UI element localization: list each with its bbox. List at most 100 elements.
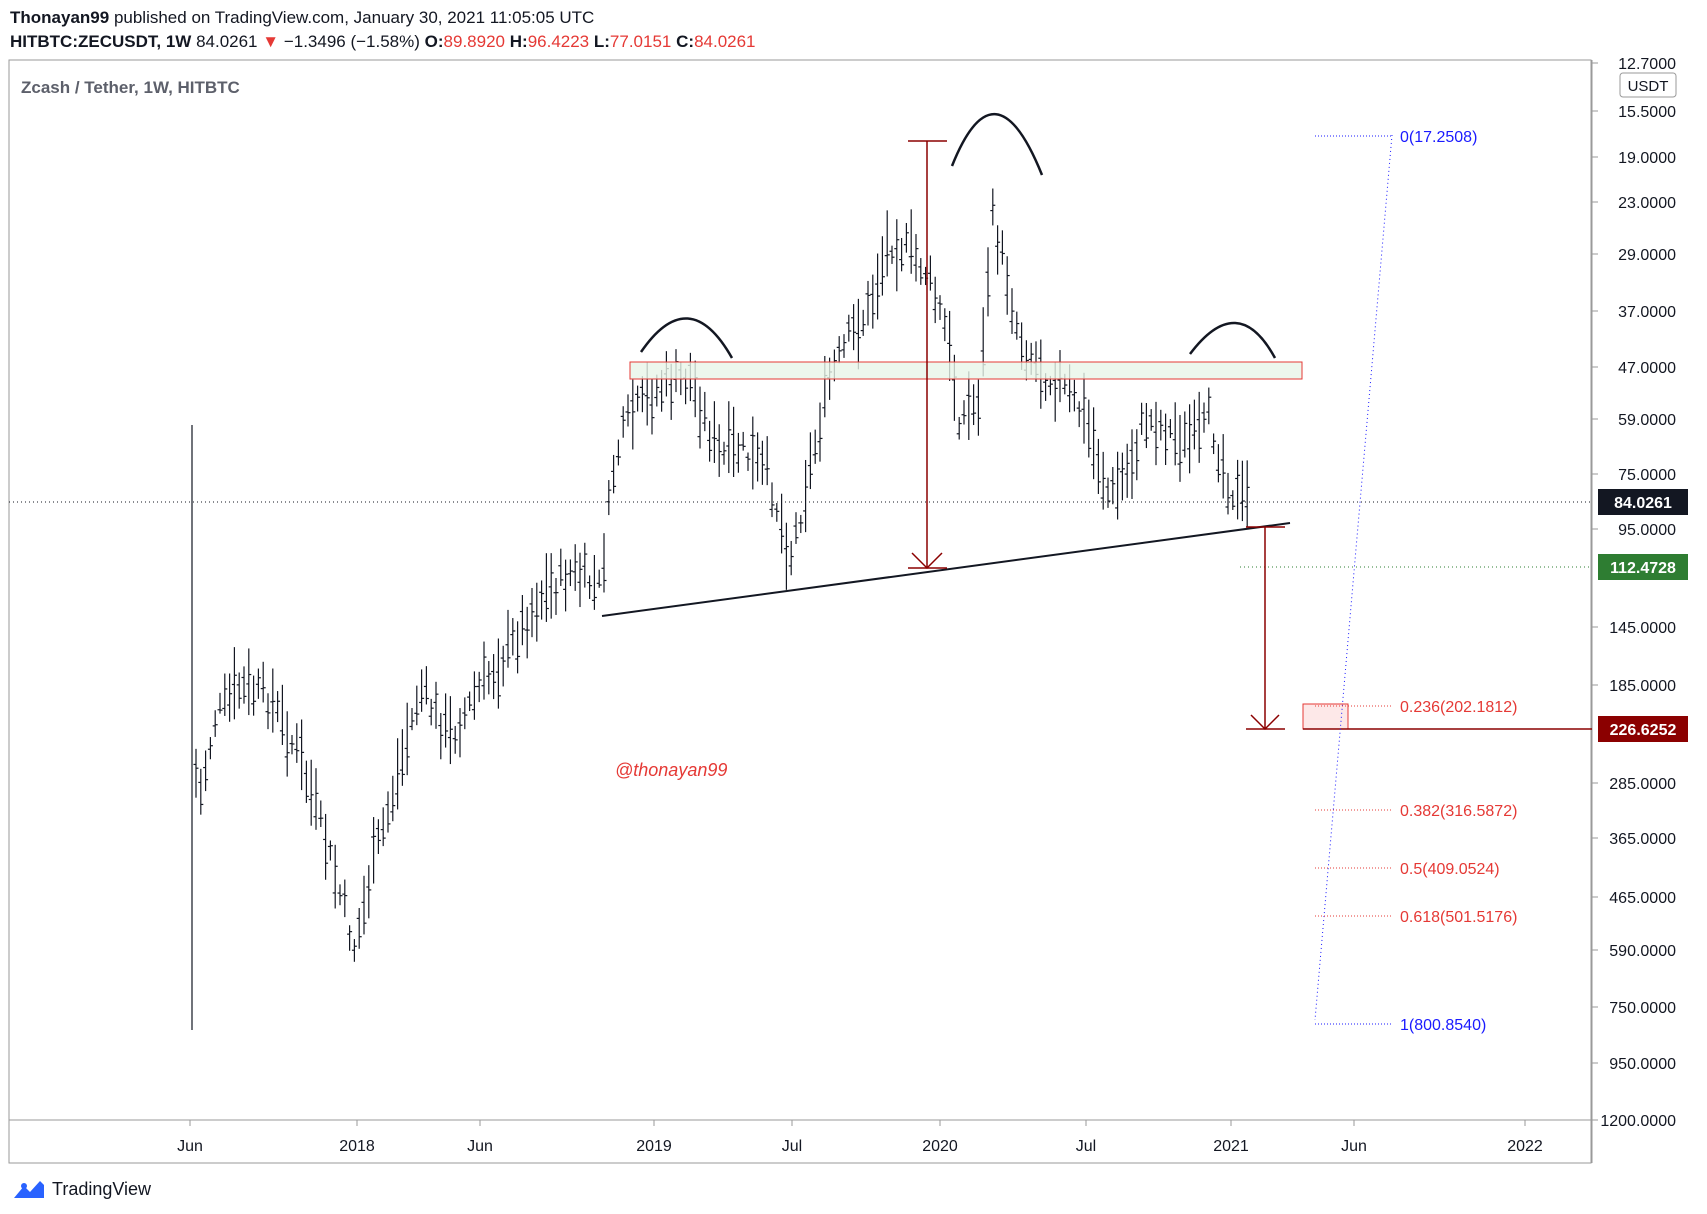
- price-tick-label: 750.0000: [1609, 1000, 1676, 1017]
- price-tick-label: 75.0000: [1618, 467, 1676, 484]
- pattern-height-arrow[interactable]: [908, 140, 947, 570]
- ohlc-bar: [347, 925, 353, 951]
- ohlc-bar: [428, 698, 434, 726]
- ohlc-bar: [1172, 402, 1178, 466]
- ohlc-bar: [812, 429, 818, 464]
- ohlc-bar: [577, 552, 583, 608]
- price-tick-label: 145.0000: [1609, 620, 1676, 637]
- ohlc-bar: [1201, 402, 1207, 433]
- ohlc-bar: [275, 691, 281, 723]
- ohlc-bar: [313, 768, 319, 830]
- ohlc-bar: [558, 548, 564, 587]
- ohlc-bar: [563, 559, 569, 612]
- ohlc-bar: [193, 748, 199, 798]
- ohlc-bar: [246, 648, 252, 716]
- ohlc-bar: [851, 304, 857, 351]
- ohlc-bar: [318, 800, 324, 827]
- ohlc-bar: [1110, 467, 1116, 505]
- ohlc-bar: [294, 723, 300, 763]
- ohlc-bar: [366, 865, 372, 919]
- ohlc-bar: [491, 654, 497, 700]
- ohlc-bar: [337, 884, 343, 906]
- unit-badge[interactable]: [1619, 72, 1677, 98]
- ohlc-bar: [371, 817, 377, 884]
- ohlc-bar: [1124, 443, 1130, 498]
- ohlc-bar: [894, 219, 900, 292]
- ohlc-bar: [1139, 402, 1145, 435]
- ohlc-bar: [217, 692, 223, 714]
- ohlc-bar: [716, 424, 722, 477]
- ohlc-bar: [251, 675, 257, 716]
- high-label: H:: [509, 32, 528, 51]
- ohlc-bar: [222, 673, 228, 716]
- ohlc-bar: [615, 439, 621, 466]
- ohlc-bar: [270, 668, 276, 733]
- price-tick-label: 590.0000: [1609, 943, 1676, 960]
- ohlc-bar: [385, 791, 391, 833]
- fib-level-label: 0.236(202.1812): [1400, 699, 1517, 716]
- time-axis[interactable]: Jun 2018 Jun 2019 Jul 2020 Jul 2021 Jun 2022: [177, 1120, 1543, 1155]
- head-arc[interactable]: [950, 113, 1044, 176]
- ohlc-bar: [860, 309, 866, 336]
- price-tick-label: 465.0000: [1609, 890, 1676, 907]
- ohlc-bar: [284, 711, 290, 777]
- ohlc-bar: [1225, 472, 1231, 515]
- price-tick-label: 365.0000: [1609, 831, 1676, 848]
- price-tick-label: 12.7000: [1618, 56, 1676, 73]
- ohlc-bar: [1014, 311, 1020, 340]
- neckline-trendline[interactable]: [601, 522, 1291, 617]
- change-down-icon: ▼: [262, 32, 280, 51]
- time-tick-label: 2022: [1507, 1138, 1543, 1155]
- ohlc-bar: [875, 253, 881, 320]
- ohlc-bar: [481, 641, 487, 700]
- ohlc-bar: [601, 533, 607, 593]
- ohlc-bar: [971, 384, 977, 426]
- target-arrow[interactable]: [1246, 526, 1285, 731]
- ohlc-bar: [1230, 490, 1236, 510]
- chart-title: Zcash / Tether, 1W, HITBTC: [21, 78, 240, 97]
- watermark-handle: @thonayan99: [615, 760, 727, 780]
- resistance-zone[interactable]: [629, 361, 1303, 380]
- fib-levels[interactable]: 0(17.2508) 0.236(202.1812) 0.382(316.5872)…: [1315, 129, 1517, 1034]
- ohlc-bar: [1163, 413, 1169, 466]
- ohlc-bar: [351, 939, 357, 962]
- fib-trendline[interactable]: [1314, 134, 1393, 1021]
- right-shoulder-arc[interactable]: [1189, 321, 1277, 359]
- ohlc-bar: [630, 379, 636, 450]
- left-shoulder-arc[interactable]: [639, 317, 734, 359]
- price-axis[interactable]: 12.7000 15.5000 19.0000 23.0000 29.0000 37.00…: [1592, 56, 1676, 1130]
- ohlc-bar: [572, 544, 578, 591]
- ohlc-bar: [414, 685, 420, 726]
- ohlc-bar: [1095, 438, 1101, 494]
- ohlc-bar: [1177, 414, 1183, 482]
- ohlc-bar: [279, 684, 285, 745]
- ohlc-bar: [1119, 452, 1125, 501]
- ohlc-bar: [1009, 288, 1015, 334]
- author-name[interactable]: Thonayan99: [10, 8, 110, 27]
- target-zone[interactable]: [1302, 703, 1349, 730]
- ohlc-bar: [783, 522, 789, 590]
- fib-level-label: 0(17.2508): [1400, 129, 1477, 146]
- ohlc-bar: [755, 432, 761, 482]
- ohlc-bar: [327, 840, 333, 861]
- price-tick-label: 37.0000: [1618, 304, 1676, 321]
- ohlc-bar: [1086, 399, 1092, 458]
- fib-level-label: 0.5(409.0524): [1400, 861, 1500, 878]
- ohlc-bar: [779, 493, 785, 554]
- ohlc-bar: [1167, 419, 1173, 439]
- ohlc-bar: [404, 702, 410, 776]
- ohlc-bar: [231, 647, 237, 720]
- brand-name[interactable]: TradingView: [52, 1178, 152, 1199]
- ohlc-bar: [740, 431, 746, 451]
- ohlc-bar: [1191, 399, 1197, 450]
- ohlc-bars: [191, 188, 1250, 1030]
- ohlc-bar: [419, 669, 425, 712]
- ohlc-bar: [879, 236, 885, 296]
- price-label-box: [1598, 489, 1688, 515]
- ohlc-bar: [942, 308, 948, 342]
- ohlc-bar: [519, 595, 525, 646]
- ohlc-bar: [356, 907, 362, 949]
- tradingview-logo-icon[interactable]: [12, 1178, 46, 1200]
- ohlc-bar: [1196, 391, 1202, 463]
